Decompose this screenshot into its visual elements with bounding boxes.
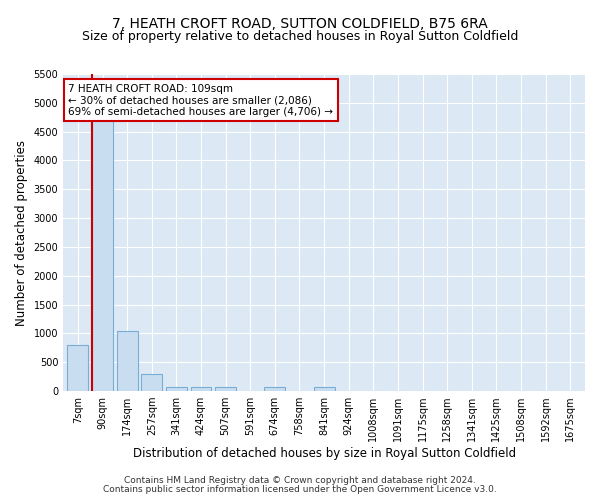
Bar [117, 330, 137, 391]
Bar [92, 103, 113, 391]
Bar [314, 387, 335, 391]
Y-axis label: Number of detached properties: Number of detached properties [15, 140, 28, 326]
Bar [142, 374, 162, 391]
Bar [215, 387, 236, 391]
Bar [67, 345, 88, 391]
X-axis label: Distribution of detached houses by size in Royal Sutton Coldfield: Distribution of detached houses by size … [133, 447, 515, 460]
Bar [166, 387, 187, 391]
Bar [191, 387, 211, 391]
Text: Size of property relative to detached houses in Royal Sutton Coldfield: Size of property relative to detached ho… [82, 30, 518, 43]
Text: Contains public sector information licensed under the Open Government Licence v3: Contains public sector information licen… [103, 484, 497, 494]
Bar [265, 387, 286, 391]
Text: 7, HEATH CROFT ROAD, SUTTON COLDFIELD, B75 6RA: 7, HEATH CROFT ROAD, SUTTON COLDFIELD, B… [112, 18, 488, 32]
Text: Contains HM Land Registry data © Crown copyright and database right 2024.: Contains HM Land Registry data © Crown c… [124, 476, 476, 485]
Text: 7 HEATH CROFT ROAD: 109sqm
← 30% of detached houses are smaller (2,086)
69% of s: 7 HEATH CROFT ROAD: 109sqm ← 30% of deta… [68, 84, 334, 116]
